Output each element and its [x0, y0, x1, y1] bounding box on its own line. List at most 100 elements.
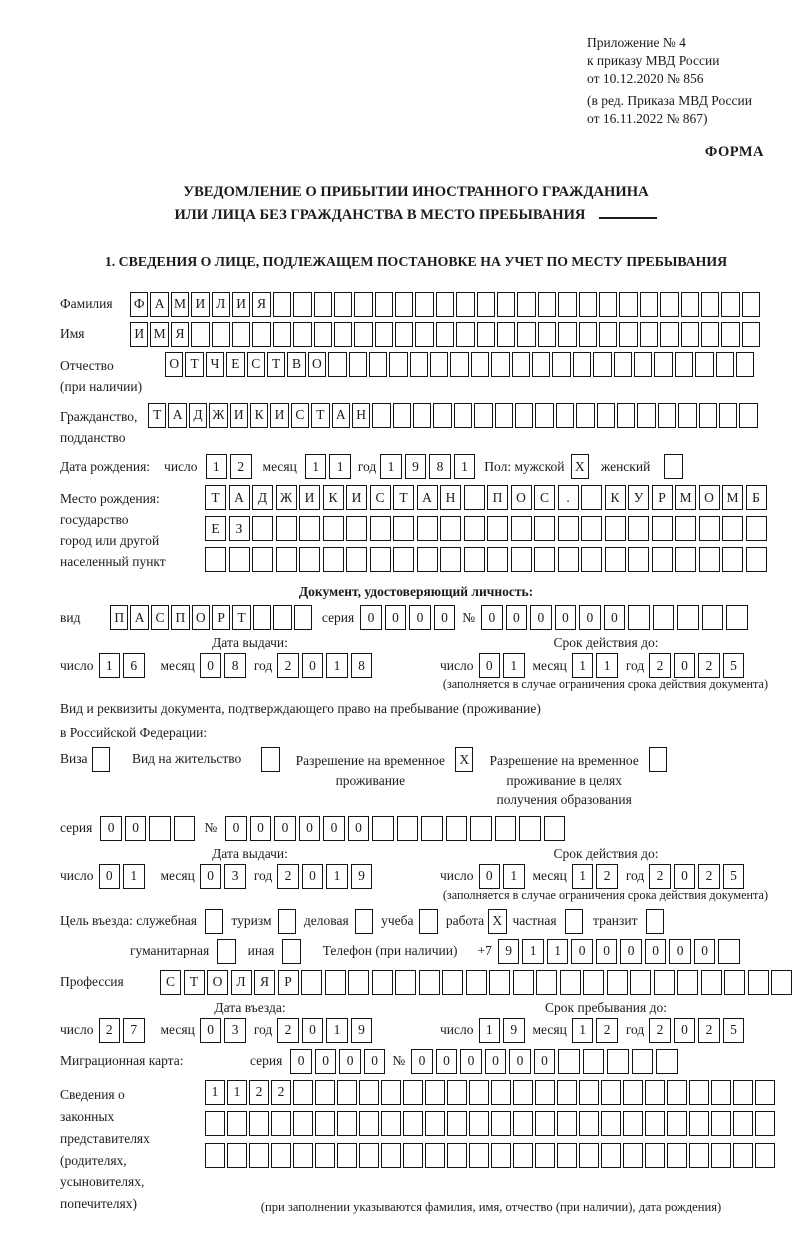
- char-cell[interactable]: [491, 1079, 511, 1105]
- char-cell[interactable]: 1: [304, 454, 327, 480]
- char-cell[interactable]: [418, 969, 440, 995]
- char-cell[interactable]: [293, 605, 312, 631]
- char-cell[interactable]: Я: [170, 321, 190, 347]
- char-cell[interactable]: 6: [123, 653, 145, 679]
- char-cell[interactable]: Л: [211, 291, 230, 317]
- char-cell[interactable]: [403, 1111, 423, 1137]
- char-cell[interactable]: [173, 815, 196, 841]
- char-cell[interactable]: [381, 1111, 401, 1137]
- char-cell[interactable]: Ф: [130, 291, 149, 317]
- char-cell[interactable]: [583, 969, 604, 995]
- char-cell[interactable]: [628, 516, 649, 542]
- char-cell[interactable]: 0: [481, 605, 503, 631]
- char-cell[interactable]: [607, 1048, 629, 1074]
- char-cell[interactable]: [447, 1079, 467, 1105]
- char-cell[interactable]: [293, 1079, 313, 1105]
- char-cell[interactable]: [631, 1048, 654, 1074]
- char-cell[interactable]: [755, 1142, 775, 1168]
- char-cell[interactable]: И: [270, 402, 289, 428]
- char-cell[interactable]: [413, 402, 432, 428]
- char-cell[interactable]: 0: [124, 815, 147, 841]
- char-cell[interactable]: [211, 321, 230, 347]
- char-cell[interactable]: [299, 547, 320, 573]
- char-cell[interactable]: [645, 1142, 665, 1168]
- char-cell[interactable]: 3: [224, 863, 246, 889]
- char-cell[interactable]: [675, 547, 696, 573]
- char-cell[interactable]: [519, 815, 541, 841]
- char-cell[interactable]: [645, 1079, 665, 1105]
- char-cell[interactable]: 0: [100, 815, 122, 841]
- char-cell[interactable]: [557, 516, 579, 542]
- char-cell[interactable]: [564, 908, 583, 934]
- char-cell[interactable]: [733, 1142, 753, 1168]
- char-cell[interactable]: [557, 1111, 577, 1137]
- char-cell[interactable]: 1: [596, 653, 618, 679]
- char-cell[interactable]: [741, 321, 761, 347]
- char-cell[interactable]: [369, 516, 391, 542]
- char-cell[interactable]: 0: [478, 863, 500, 889]
- char-cell[interactable]: М: [150, 321, 169, 347]
- char-cell[interactable]: [430, 351, 449, 377]
- char-cell[interactable]: 1: [453, 454, 476, 480]
- char-cell[interactable]: [470, 351, 490, 377]
- char-cell[interactable]: [619, 291, 638, 317]
- char-cell[interactable]: [745, 547, 767, 573]
- char-cell[interactable]: [447, 1142, 467, 1168]
- char-cell[interactable]: Ж: [209, 402, 228, 428]
- char-cell[interactable]: [578, 321, 597, 347]
- char-cell[interactable]: 9: [350, 1017, 373, 1043]
- char-cell[interactable]: [272, 291, 292, 317]
- char-cell[interactable]: [722, 547, 743, 573]
- char-cell[interactable]: [648, 747, 668, 773]
- char-cell[interactable]: Я: [254, 969, 275, 995]
- char-cell[interactable]: О: [165, 351, 184, 377]
- char-cell[interactable]: [657, 402, 677, 428]
- char-cell[interactable]: [534, 516, 555, 542]
- char-cell[interactable]: [579, 1079, 599, 1105]
- char-cell[interactable]: [645, 1111, 665, 1137]
- char-cell[interactable]: [701, 605, 724, 631]
- char-cell[interactable]: К: [322, 485, 344, 511]
- char-cell[interactable]: 0: [363, 1048, 386, 1074]
- char-cell[interactable]: [619, 321, 638, 347]
- char-cell[interactable]: [677, 605, 699, 631]
- char-cell[interactable]: 0: [554, 605, 577, 631]
- char-cell[interactable]: [721, 291, 740, 317]
- char-cell[interactable]: [333, 321, 353, 347]
- char-cell[interactable]: [275, 547, 297, 573]
- char-cell[interactable]: [469, 1142, 489, 1168]
- char-cell[interactable]: 0: [620, 938, 642, 964]
- char-cell[interactable]: [315, 1142, 335, 1168]
- char-cell[interactable]: 0: [571, 938, 593, 964]
- char-cell[interactable]: 0: [673, 653, 696, 679]
- char-cell[interactable]: [675, 516, 696, 542]
- char-cell[interactable]: [579, 1111, 599, 1137]
- char-cell[interactable]: 0: [530, 605, 552, 631]
- char-cell[interactable]: [755, 1079, 775, 1105]
- char-cell[interactable]: [392, 402, 412, 428]
- char-cell[interactable]: [678, 402, 697, 428]
- char-cell[interactable]: 3: [224, 1017, 246, 1043]
- char-cell[interactable]: [381, 1142, 401, 1168]
- char-cell[interactable]: [435, 321, 455, 347]
- char-cell[interactable]: [249, 1142, 269, 1168]
- char-cell[interactable]: 5: [722, 653, 745, 679]
- char-cell[interactable]: И: [231, 291, 251, 317]
- char-cell[interactable]: [557, 1079, 577, 1105]
- char-cell[interactable]: [700, 291, 720, 317]
- char-cell[interactable]: [395, 291, 414, 317]
- char-cell[interactable]: [555, 402, 575, 428]
- char-cell[interactable]: 0: [298, 815, 321, 841]
- char-cell[interactable]: [511, 351, 531, 377]
- char-cell[interactable]: М: [722, 485, 743, 511]
- char-cell[interactable]: 0: [673, 863, 696, 889]
- char-cell[interactable]: [601, 1142, 621, 1168]
- char-cell[interactable]: 9: [404, 454, 427, 480]
- char-cell[interactable]: [601, 1079, 621, 1105]
- char-cell[interactable]: [315, 1079, 335, 1105]
- char-cell[interactable]: [557, 547, 579, 573]
- char-cell[interactable]: С: [534, 485, 555, 511]
- char-cell[interactable]: [558, 1048, 580, 1074]
- char-cell[interactable]: [722, 516, 743, 542]
- char-cell[interactable]: 1: [522, 938, 544, 964]
